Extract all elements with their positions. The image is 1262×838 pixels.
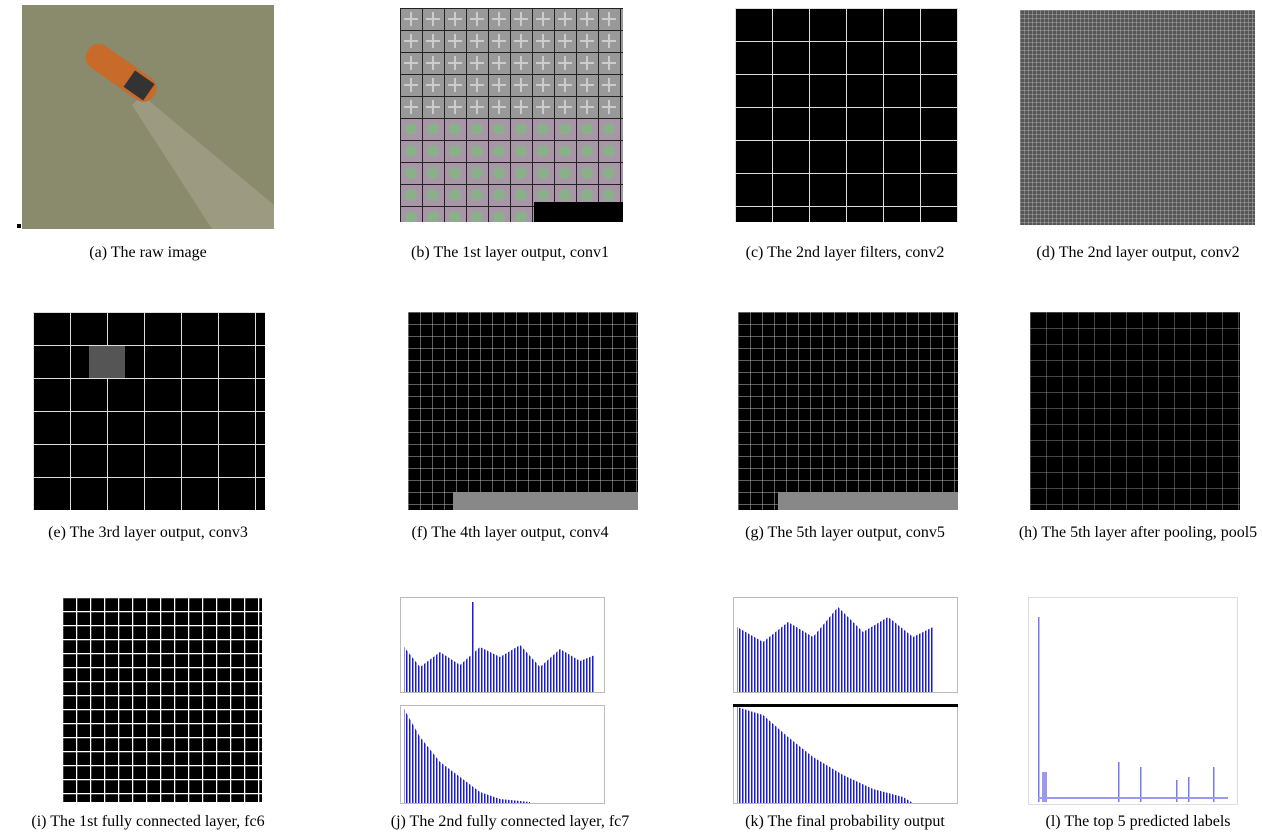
caption: (f) The 4th layer output, conv4 [412, 517, 609, 549]
caption: (g) The 5th layer output, conv5 [745, 517, 945, 549]
caption: (e) The 3rd layer output, conv3 [48, 517, 248, 549]
raw-image [22, 5, 274, 229]
caption: (b) The 1st layer output, conv1 [411, 237, 609, 269]
figure-page: {"figure": {"panels": [ {"caption": "(a)… [0, 0, 1262, 834]
caption: (l) The top 5 predicted labels [1046, 806, 1231, 838]
caption: (k) The final probability output [745, 806, 945, 838]
fc7-output [400, 597, 605, 805]
fc6-output [62, 597, 262, 802]
conv4-output [408, 312, 638, 510]
caption: (i) The 1st fully connected layer, fc6 [31, 806, 264, 838]
pool5-output [1030, 312, 1240, 510]
dot [17, 224, 21, 228]
conv2-output [1020, 10, 1255, 225]
conv2-filters [735, 8, 958, 222]
conv1-output [400, 8, 623, 222]
conv5-output [738, 312, 958, 510]
caption: (h) The 5th layer after pooling, pool5 [1018, 517, 1258, 549]
caption: (d) The 2nd layer output, conv2 [1018, 237, 1258, 269]
top5-labels [1028, 597, 1238, 805]
caption: (c) The 2nd layer filters, conv2 [746, 237, 945, 269]
conv3-output [33, 312, 265, 510]
caption: (j) The 2nd fully connected layer, fc7 [391, 806, 630, 838]
caption: (a) The raw image [89, 237, 206, 269]
probability-output [733, 597, 958, 805]
